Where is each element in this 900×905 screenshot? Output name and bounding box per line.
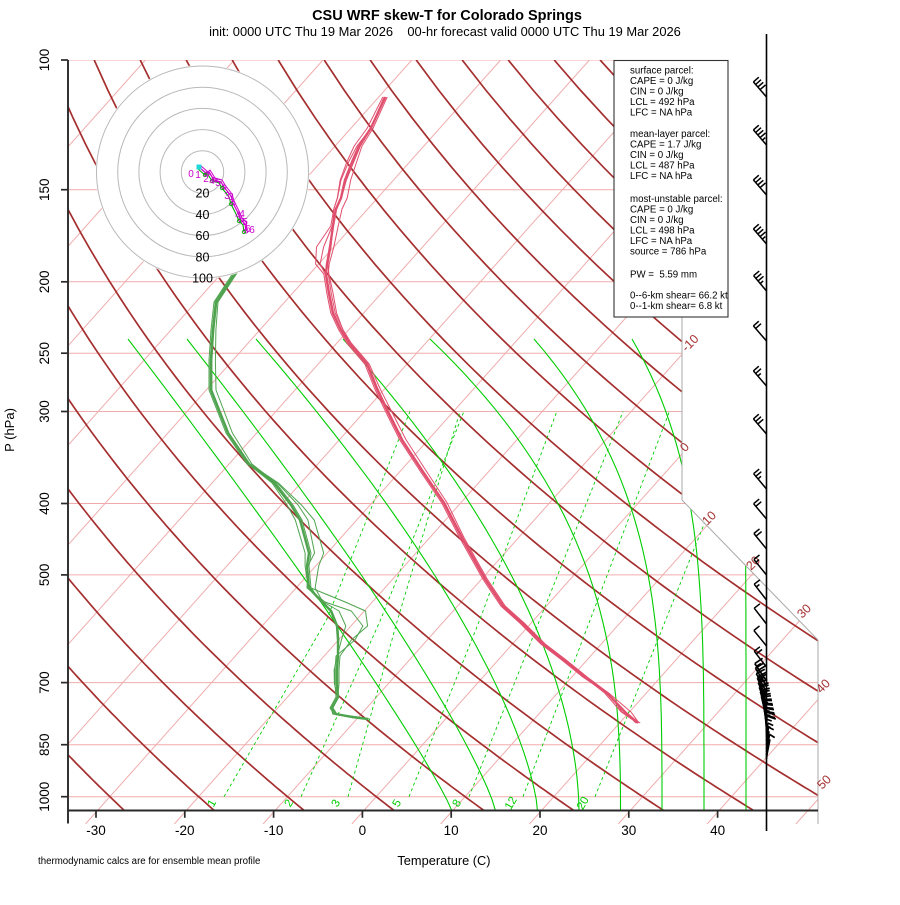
svg-text:0--1-km shear= 6.8 kt: 0--1-km shear= 6.8 kt [630,301,723,312]
svg-text:5: 5 [215,178,221,189]
svg-text:0--6-km shear= 66.2 kt: 0--6-km shear= 66.2 kt [630,291,728,302]
svg-text:LFC = NA hPa: LFC = NA hPa [630,171,693,182]
svg-text:thermodynamic calcs are for en: thermodynamic calcs are for ensemble mea… [38,856,260,867]
svg-text:200: 200 [37,271,52,294]
svg-text:60: 60 [196,229,210,243]
svg-text:6: 6 [249,225,255,236]
svg-text:0: 0 [188,169,194,180]
svg-text:CIN = 0 J/kg: CIN = 0 J/kg [630,215,684,226]
svg-text:LCL = 487 hPa: LCL = 487 hPa [630,161,695,172]
svg-text:mean-layer parcel:: mean-layer parcel: [630,129,710,140]
svg-text:150: 150 [37,178,52,201]
svg-text:source = 786 hPa: source = 786 hPa [630,247,707,258]
svg-text:PW = 5.59 mm: PW = 5.59 mm [630,270,697,281]
svg-text:10: 10 [444,823,459,838]
svg-text:400: 400 [37,492,52,515]
svg-text:-20: -20 [175,823,195,838]
svg-text:40: 40 [710,823,725,838]
svg-text:CIN = 0 J/kg: CIN = 0 J/kg [630,150,684,161]
svg-text:surface parcel:: surface parcel: [630,66,694,77]
svg-text:300: 300 [37,400,52,423]
svg-text:700: 700 [37,671,52,694]
svg-text:1000: 1000 [37,782,52,812]
svg-text:250: 250 [37,342,52,365]
svg-text:LCL = 492 hPa: LCL = 492 hPa [630,97,695,108]
svg-text:CIN = 0 J/kg: CIN = 0 J/kg [630,87,684,98]
svg-text:-10: -10 [264,823,284,838]
svg-text:500: 500 [37,564,52,587]
svg-text:CSU WRF skew-T for Colorado Sp: CSU WRF skew-T for Colorado Springs [312,8,582,24]
svg-text:100: 100 [192,272,213,286]
svg-text:20: 20 [196,187,210,201]
svg-text:CAPE = 1.7 J/kg: CAPE = 1.7 J/kg [630,140,701,151]
svg-text:CAPE = 0 J/kg: CAPE = 0 J/kg [630,76,693,87]
svg-text:init: 0000 UTC Thu 19 Mar 2026: init: 0000 UTC Thu 19 Mar 2026 00-hr for… [209,24,681,39]
svg-text:1: 1 [195,170,201,181]
svg-text:CAPE = 0 J/kg: CAPE = 0 J/kg [630,205,693,216]
svg-text:80: 80 [196,250,210,264]
svg-text:40: 40 [196,208,210,222]
svg-text:most-unstable parcel:: most-unstable parcel: [630,194,723,205]
svg-text:850: 850 [37,733,52,756]
svg-text:20: 20 [532,823,547,838]
svg-text:LCL = 498 hPa: LCL = 498 hPa [630,226,695,237]
svg-text:Temperature (C): Temperature (C) [397,853,490,868]
svg-text:30: 30 [621,823,636,838]
svg-text:3: 3 [228,192,234,203]
svg-text:-30: -30 [86,823,106,838]
svg-text:LFC = NA hPa: LFC = NA hPa [630,236,693,247]
svg-text:100: 100 [37,49,52,72]
svg-text:0: 0 [359,823,367,838]
svg-text:P (hPa): P (hPa) [2,408,17,452]
svg-text:LFC = NA hPa: LFC = NA hPa [630,108,693,119]
